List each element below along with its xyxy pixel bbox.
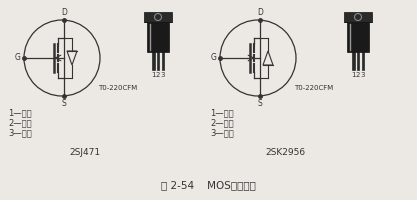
Text: 2—漏极: 2—漏极 xyxy=(8,118,32,127)
Text: 1: 1 xyxy=(151,72,156,78)
Text: 1—栅极: 1—栅极 xyxy=(210,108,234,117)
Text: 3: 3 xyxy=(161,72,165,78)
Text: 3—源极: 3—源极 xyxy=(8,128,32,137)
Text: D: D xyxy=(257,8,263,17)
Text: D: D xyxy=(61,8,67,17)
Text: G: G xyxy=(15,53,21,62)
Bar xyxy=(147,22,169,52)
Text: 3: 3 xyxy=(361,72,365,78)
Text: T0-220CFM: T0-220CFM xyxy=(294,85,333,91)
Bar xyxy=(362,52,364,70)
Text: T0-220CFM: T0-220CFM xyxy=(98,85,137,91)
Text: 1: 1 xyxy=(351,72,356,78)
Text: 图 2-54    MOS场效应管: 图 2-54 MOS场效应管 xyxy=(161,180,256,190)
Bar xyxy=(344,12,372,22)
Text: 2: 2 xyxy=(156,72,160,78)
Text: 2: 2 xyxy=(356,72,360,78)
Text: 2SK2956: 2SK2956 xyxy=(265,148,305,157)
Text: 1—栅极: 1—栅极 xyxy=(8,108,32,117)
Bar xyxy=(352,52,354,70)
Text: 3—源极: 3—源极 xyxy=(210,128,234,137)
Bar xyxy=(162,52,164,70)
Text: 2SJ471: 2SJ471 xyxy=(70,148,100,157)
Text: S: S xyxy=(258,99,262,108)
Bar xyxy=(357,52,359,70)
Bar xyxy=(347,22,369,52)
Bar xyxy=(144,12,172,22)
Text: G: G xyxy=(211,53,217,62)
Text: S: S xyxy=(62,99,66,108)
Bar xyxy=(152,52,155,70)
Text: 2—漏极: 2—漏极 xyxy=(210,118,234,127)
Bar xyxy=(157,52,159,70)
